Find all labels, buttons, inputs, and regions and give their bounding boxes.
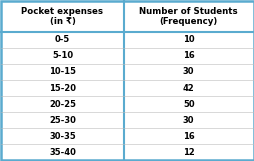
Text: 5-10: 5-10	[52, 52, 73, 60]
Text: 25-30: 25-30	[49, 116, 76, 125]
Text: 30: 30	[182, 116, 194, 125]
Text: 0-5: 0-5	[55, 35, 70, 44]
Text: 10: 10	[182, 35, 194, 44]
Text: 16: 16	[182, 132, 194, 141]
Text: 16: 16	[182, 52, 194, 60]
Text: 20-25: 20-25	[49, 99, 76, 109]
Text: Number of Students
(Frequency): Number of Students (Frequency)	[139, 7, 237, 26]
Text: Pocket expenses
(in ₹): Pocket expenses (in ₹)	[21, 7, 103, 26]
Text: 42: 42	[182, 84, 194, 93]
Text: 12: 12	[182, 148, 194, 157]
Text: 35-40: 35-40	[49, 148, 76, 157]
Text: 15-20: 15-20	[49, 84, 76, 93]
Text: 30: 30	[182, 67, 194, 76]
Text: 50: 50	[182, 99, 194, 109]
Text: 30-35: 30-35	[49, 132, 75, 141]
Text: 10-15: 10-15	[49, 67, 76, 76]
